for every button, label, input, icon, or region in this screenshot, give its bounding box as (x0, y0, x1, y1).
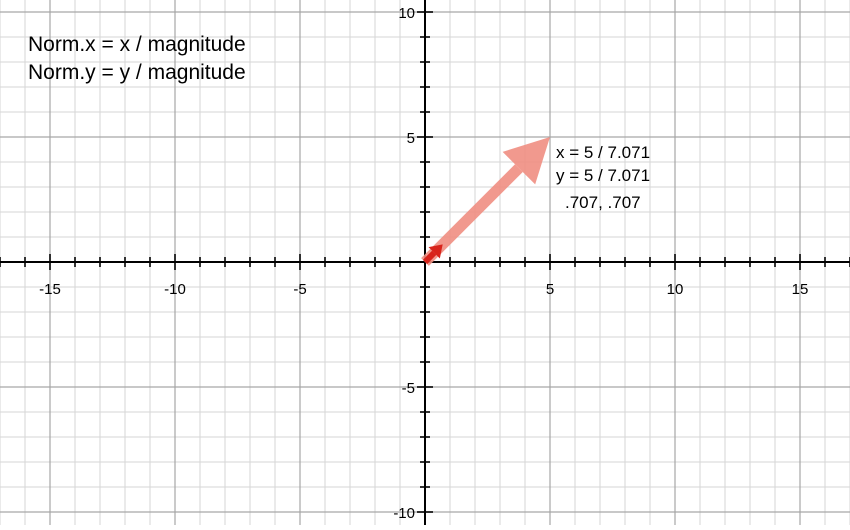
x-tick-label: -5 (293, 281, 306, 298)
y-tick-label: 5 (407, 130, 415, 147)
x-tick-label: -15 (39, 281, 61, 298)
vector-normalized-shaft (422, 250, 437, 265)
x-tick-label: 10 (667, 281, 684, 298)
calc-y-label: y = 5 / 7.071 (556, 166, 651, 185)
normalized-result-label: .707, .707 (565, 193, 641, 212)
vector-original (421, 137, 550, 266)
formula-norm-y: Norm.y = y / magnitude (28, 61, 246, 84)
x-tick-label: 15 (792, 281, 809, 298)
formula-norm-x: Norm.x = x / magnitude (28, 33, 246, 56)
tick-labels: -15 -10 -5 5 10 15 10 5 -5 -10 (39, 5, 808, 522)
vectors (421, 137, 550, 266)
calc-x-label: x = 5 / 7.071 (556, 143, 651, 162)
y-tick-label: -10 (393, 505, 415, 522)
vector-normalized (422, 244, 443, 265)
y-tick-label: -5 (402, 380, 415, 397)
x-tick-label: -10 (164, 281, 186, 298)
vector-normalized-head (428, 244, 443, 259)
y-tick-label: 10 (398, 5, 415, 22)
x-tick-label: 5 (546, 281, 554, 298)
vector-original-head (502, 137, 550, 185)
